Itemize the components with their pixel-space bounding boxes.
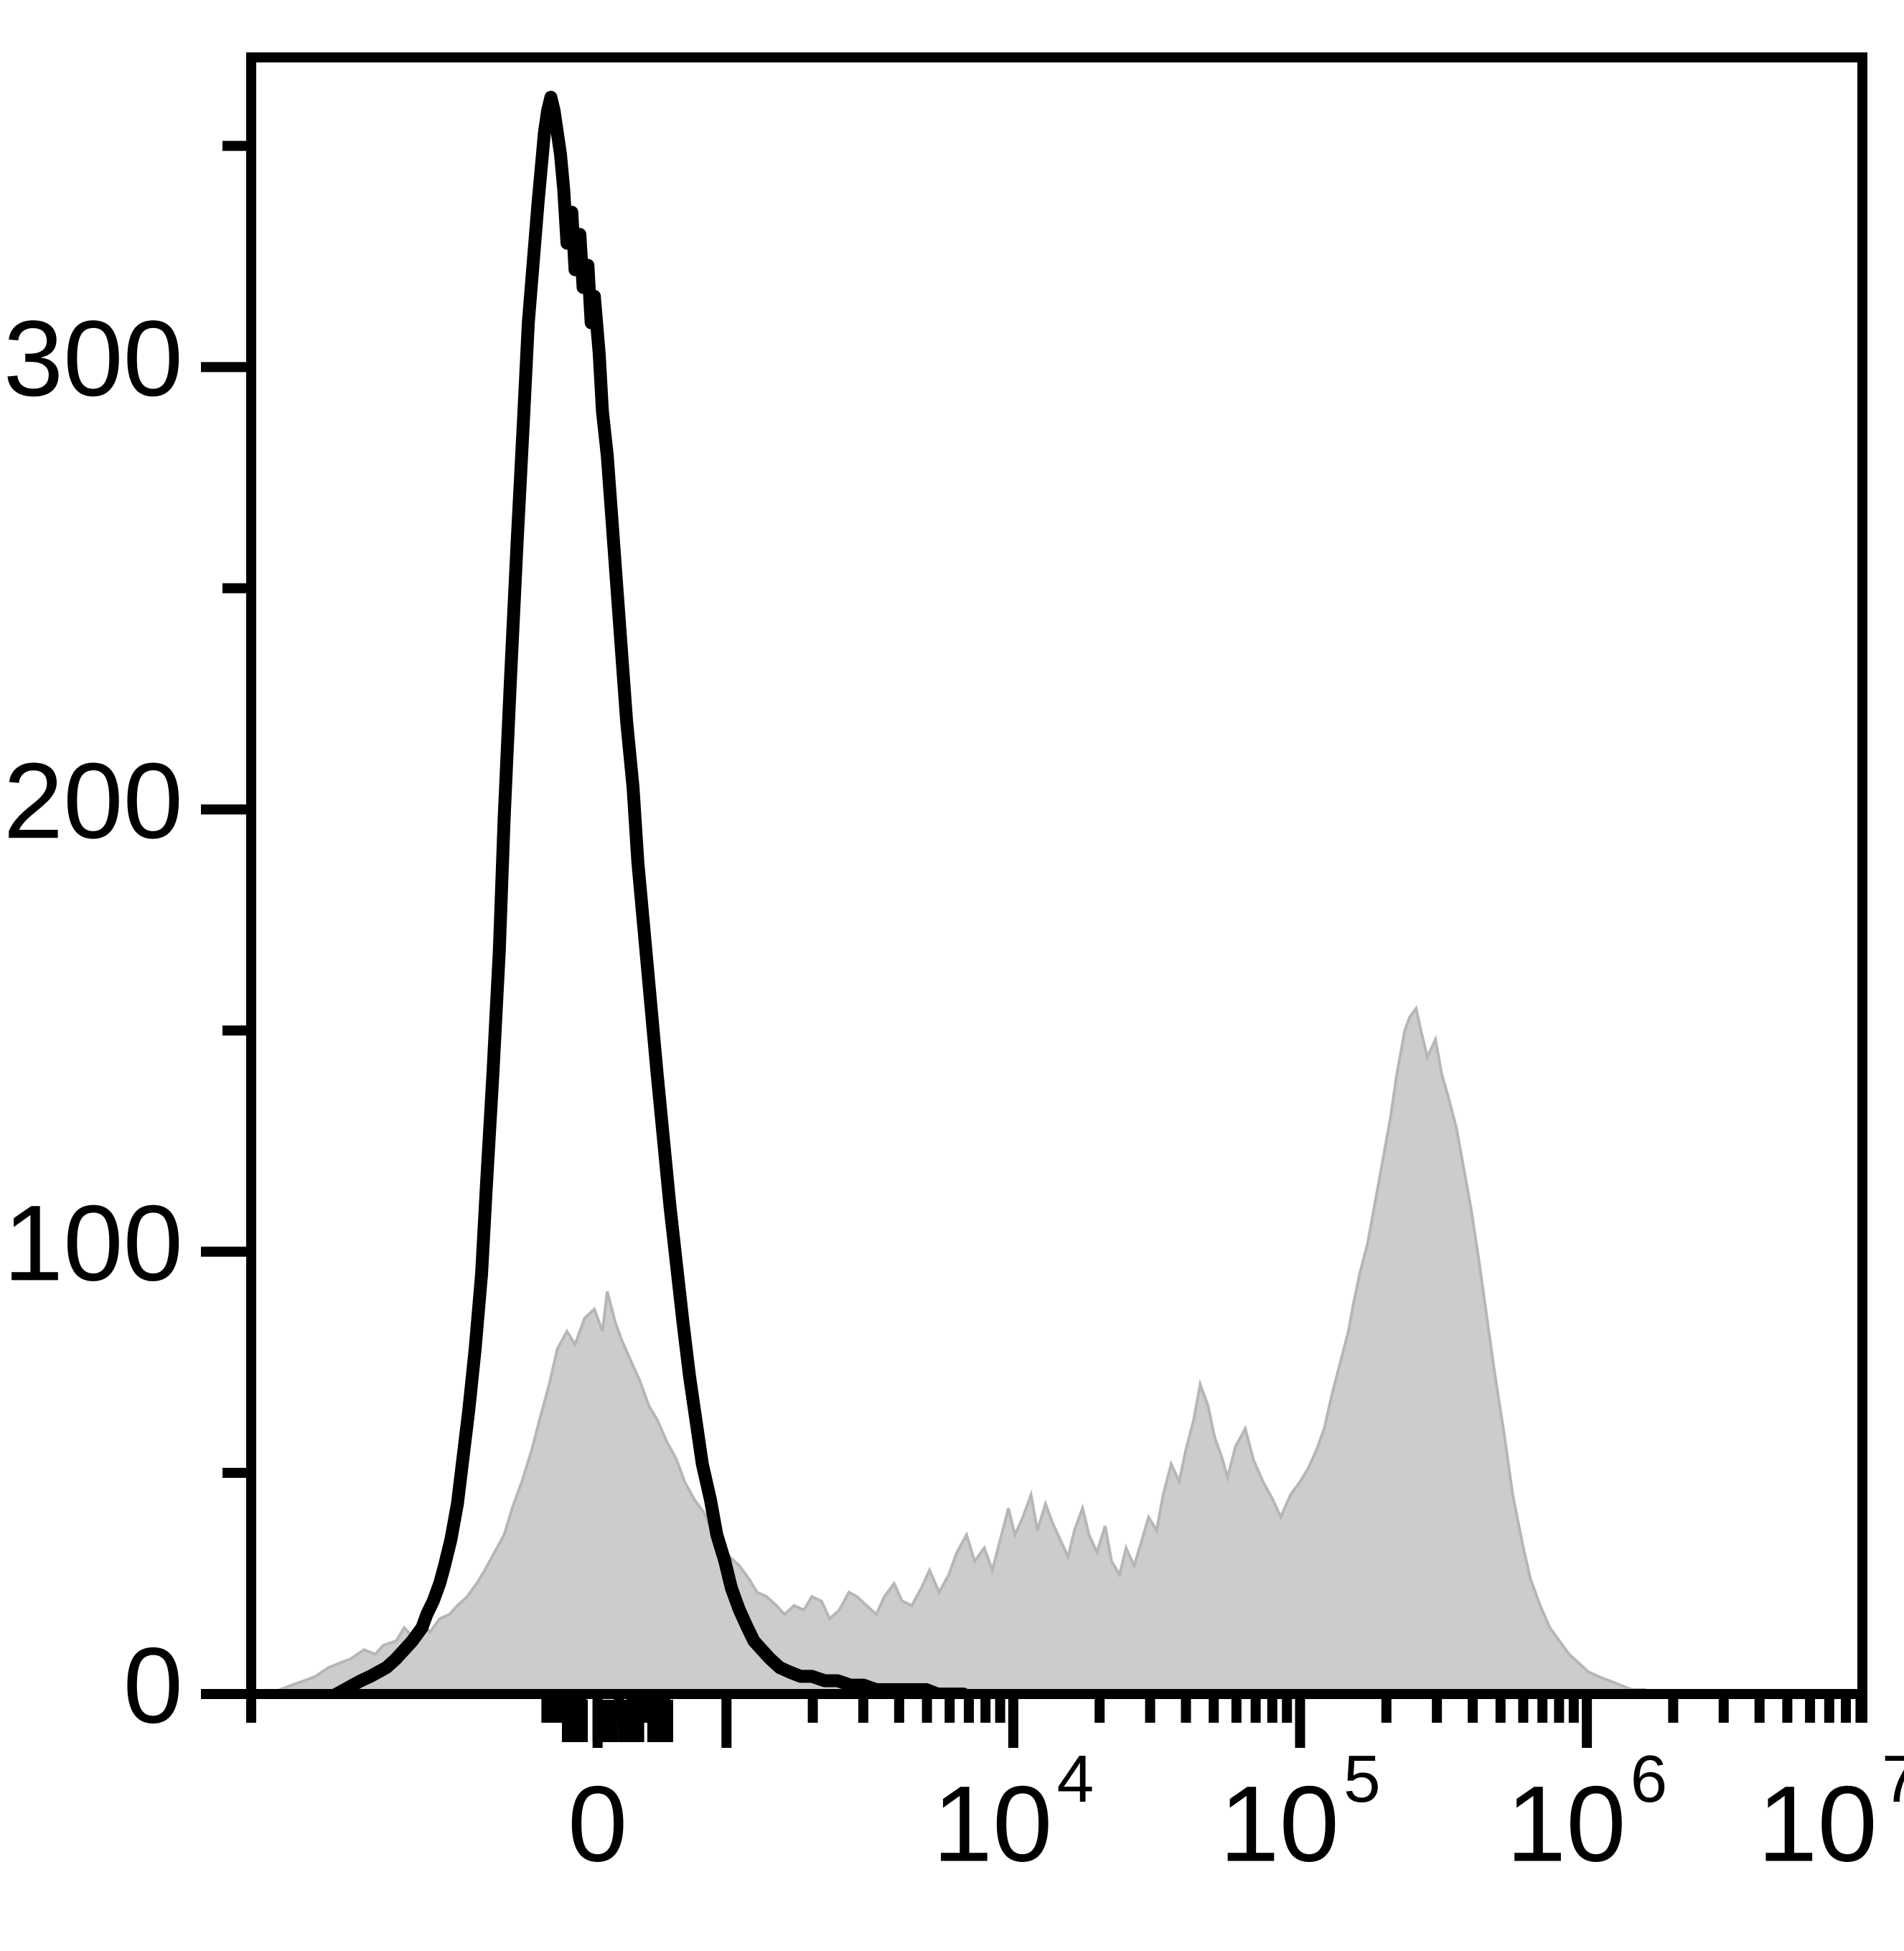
y-axis-ticks: 0 100 200 300 bbox=[4, 146, 251, 1745]
x-tick-label: 106 bbox=[1506, 1741, 1668, 1884]
x-tick-label: 107 bbox=[1758, 1741, 1904, 1884]
plot-series bbox=[271, 97, 1656, 1694]
plot-border bbox=[251, 57, 1862, 1694]
flow-cytometry-histogram: 0 100 200 300 0 104 105 106 107 bbox=[0, 0, 1904, 1951]
x-axis-ticks: 0 104 105 106 107 bbox=[251, 1694, 1904, 1884]
x-tick-label: 104 bbox=[933, 1741, 1094, 1884]
y-tick-label: 200 bbox=[4, 740, 183, 861]
x-tick-label: 105 bbox=[1219, 1741, 1381, 1884]
chart-svg: 0 100 200 300 0 104 105 106 107 bbox=[0, 0, 1904, 1951]
x-tick-label: 0 bbox=[568, 1764, 627, 1884]
y-tick-label: 300 bbox=[4, 298, 183, 418]
y-tick-label: 100 bbox=[4, 1182, 183, 1303]
y-tick-label: 0 bbox=[123, 1625, 183, 1746]
